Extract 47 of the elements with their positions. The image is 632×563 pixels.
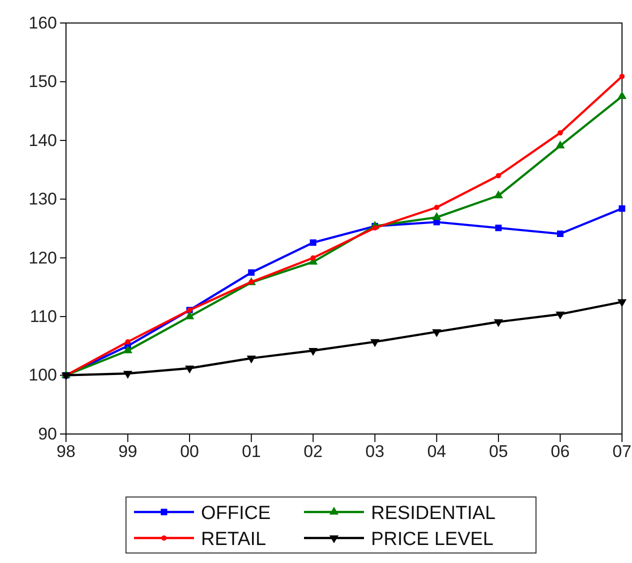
x-tick-label: 99: [118, 442, 138, 462]
x-tick-label: 06: [550, 442, 570, 462]
y-tick-label: 160: [28, 13, 57, 32]
point: [372, 225, 378, 231]
x-tick-label: 03: [365, 442, 384, 462]
point: [246, 356, 256, 364]
point: [496, 173, 502, 178]
y-tick-label: 140: [28, 130, 57, 150]
point: [617, 91, 627, 100]
point: [432, 212, 442, 220]
point: [619, 74, 625, 80]
y-tick-label: 120: [28, 248, 57, 268]
y-tick-label: 100: [28, 366, 57, 385]
point: [556, 312, 565, 320]
point: [617, 299, 627, 308]
point: [495, 224, 502, 232]
legend-label: OFFICE: [201, 503, 271, 524]
x-tick-label: 05: [488, 442, 508, 462]
x-tick-label: 04: [427, 442, 446, 462]
point: [494, 190, 504, 198]
point: [310, 255, 316, 260]
point: [556, 230, 564, 238]
point: [432, 329, 442, 338]
x-tick-label: 01: [242, 442, 261, 462]
y-tick-label: 90: [38, 424, 57, 444]
point: [310, 239, 316, 246]
point: [184, 366, 194, 374]
legend-label: RETAIL: [201, 529, 266, 550]
y-tick-label: 130: [28, 190, 57, 209]
x-tick-label: 98: [56, 442, 76, 462]
point: [494, 319, 504, 328]
point: [308, 348, 318, 356]
point: [248, 269, 255, 276]
y-tick-label: 150: [28, 72, 57, 92]
point: [370, 339, 380, 348]
point: [123, 370, 132, 379]
legend-label: RESIDENTIAL: [371, 503, 496, 524]
y-tick-label: 110: [30, 307, 57, 326]
point: [558, 130, 563, 136]
point: [434, 204, 440, 210]
x-tick-label: 00: [180, 442, 200, 462]
x-tick-label: 07: [612, 442, 632, 462]
point: [125, 339, 130, 344]
point: [618, 205, 626, 212]
x-tick-label: 02: [304, 442, 323, 462]
legend-label: PRICE LEVEL: [371, 529, 494, 550]
point: [556, 140, 565, 148]
